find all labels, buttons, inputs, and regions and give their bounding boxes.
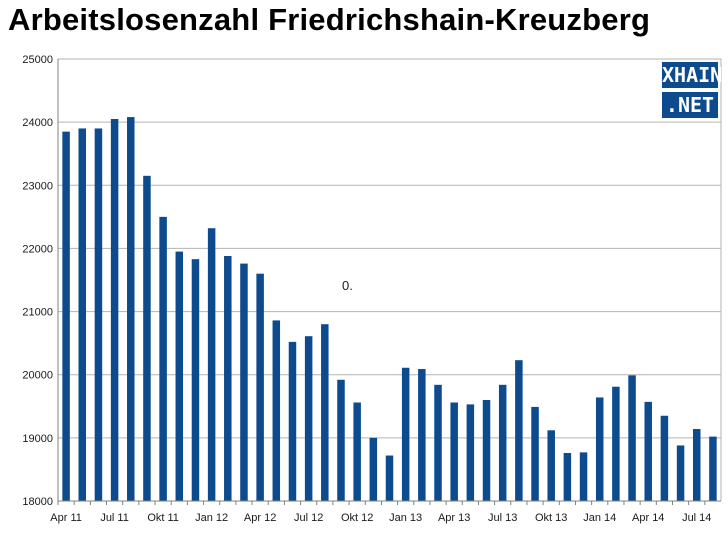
bar bbox=[660, 415, 669, 501]
bar bbox=[498, 384, 507, 501]
bar bbox=[692, 429, 701, 501]
bar bbox=[143, 175, 151, 502]
x-tick-label: Apr 13 bbox=[438, 512, 470, 524]
bar bbox=[466, 404, 475, 501]
axes bbox=[57, 59, 722, 505]
x-tick-label: Okt 12 bbox=[341, 512, 373, 524]
bar bbox=[595, 397, 604, 501]
bar bbox=[385, 455, 394, 501]
bar bbox=[62, 131, 70, 501]
y-tick-label: 21000 bbox=[22, 307, 53, 319]
bar bbox=[191, 259, 200, 501]
logo-net[interactable]: .NET bbox=[662, 92, 718, 118]
y-tick-label: 20000 bbox=[22, 370, 53, 382]
y-tick-label: 23000 bbox=[22, 180, 53, 192]
y-axis-tick-labels: 18000 19000 20000 21000 22000 23000 24000 25000 bbox=[22, 54, 53, 508]
bar bbox=[353, 402, 361, 501]
bar bbox=[272, 320, 281, 501]
bar bbox=[159, 216, 167, 501]
bar-series bbox=[62, 117, 717, 502]
grid-lines bbox=[58, 58, 721, 502]
bar bbox=[175, 251, 184, 501]
y-tick-label: 18000 bbox=[22, 496, 53, 508]
x-tick-label: Jan 12 bbox=[195, 512, 228, 524]
bar bbox=[418, 369, 426, 501]
bar bbox=[628, 375, 636, 501]
chart-annotation: 0. bbox=[342, 278, 353, 293]
bar bbox=[579, 452, 588, 501]
y-tick-label: 24000 bbox=[22, 117, 53, 129]
bar bbox=[709, 436, 717, 501]
bar bbox=[207, 228, 216, 502]
bar bbox=[256, 273, 264, 501]
bar bbox=[450, 402, 458, 501]
x-tick-label: Jul 12 bbox=[294, 512, 323, 524]
x-tick-label: Okt 13 bbox=[535, 512, 567, 524]
bar bbox=[676, 445, 685, 501]
bar bbox=[547, 430, 555, 501]
bar bbox=[612, 386, 620, 501]
x-tick-label: Apr 12 bbox=[244, 512, 276, 524]
logo-xhain[interactable]: XHAIN bbox=[662, 62, 723, 88]
bar bbox=[515, 360, 523, 501]
bar bbox=[78, 128, 87, 501]
bar bbox=[110, 118, 119, 501]
x-axis-tick-labels: Apr 11 Jul 11 Okt 11 Jan 12 Apr 12 Jul 12 Okt … bbox=[50, 512, 711, 524]
bar bbox=[531, 406, 539, 501]
x-tick-label: Jul 13 bbox=[488, 512, 517, 524]
x-tick-label: Okt 11 bbox=[147, 512, 179, 524]
x-tick-label: Jan 13 bbox=[389, 512, 422, 524]
bar bbox=[482, 399, 491, 501]
bar bbox=[127, 117, 135, 501]
x-tick-label: Jul 14 bbox=[682, 512, 711, 524]
x-tick-label: Jan 14 bbox=[583, 512, 616, 524]
y-tick-label: 25000 bbox=[22, 54, 53, 66]
bar bbox=[304, 336, 313, 501]
bar bbox=[240, 263, 248, 501]
bar bbox=[224, 256, 232, 501]
bar bbox=[337, 379, 345, 501]
y-tick-label: 22000 bbox=[22, 243, 53, 255]
bar bbox=[644, 401, 652, 501]
x-tick-label: Apr 11 bbox=[50, 512, 82, 524]
bar bbox=[288, 341, 297, 501]
page-title: Arbeitslosenzahl Friedrichshain-Kreuzber… bbox=[8, 2, 651, 37]
x-tick-label: Jul 11 bbox=[100, 512, 129, 524]
bar bbox=[321, 324, 329, 501]
y-tick-label: 19000 bbox=[22, 433, 53, 445]
bar bbox=[369, 437, 378, 501]
x-tick-label: Apr 14 bbox=[632, 512, 664, 524]
bar bbox=[94, 128, 103, 501]
bar bbox=[401, 367, 410, 501]
bar bbox=[434, 384, 442, 501]
bar bbox=[563, 453, 572, 501]
